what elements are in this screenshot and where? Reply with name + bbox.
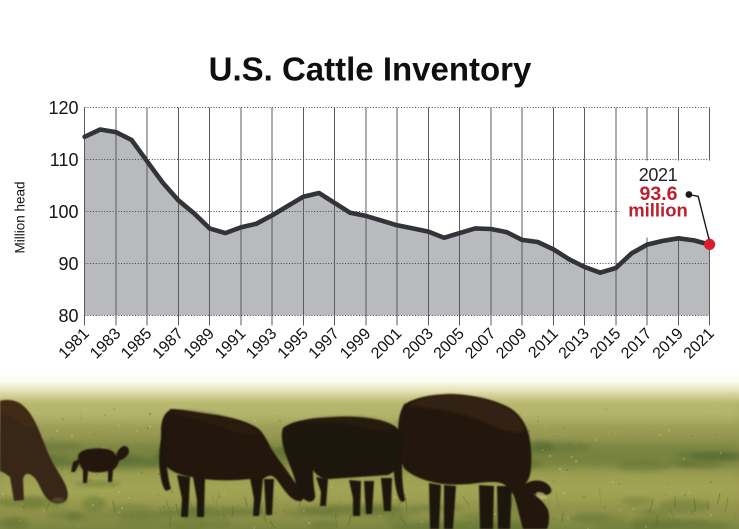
svg-text:2021: 2021 (639, 165, 678, 185)
svg-text:80: 80 (58, 306, 78, 326)
svg-text:million: million (628, 200, 688, 221)
svg-text:93.6: 93.6 (640, 183, 678, 205)
svg-text:120: 120 (48, 98, 78, 118)
svg-text:U.S. Cattle Inventory: U.S. Cattle Inventory (209, 51, 532, 88)
svg-text:Million head: Million head (13, 181, 28, 253)
svg-text:110: 110 (50, 150, 79, 170)
svg-text:90: 90 (58, 254, 78, 274)
svg-text:100: 100 (48, 202, 78, 222)
